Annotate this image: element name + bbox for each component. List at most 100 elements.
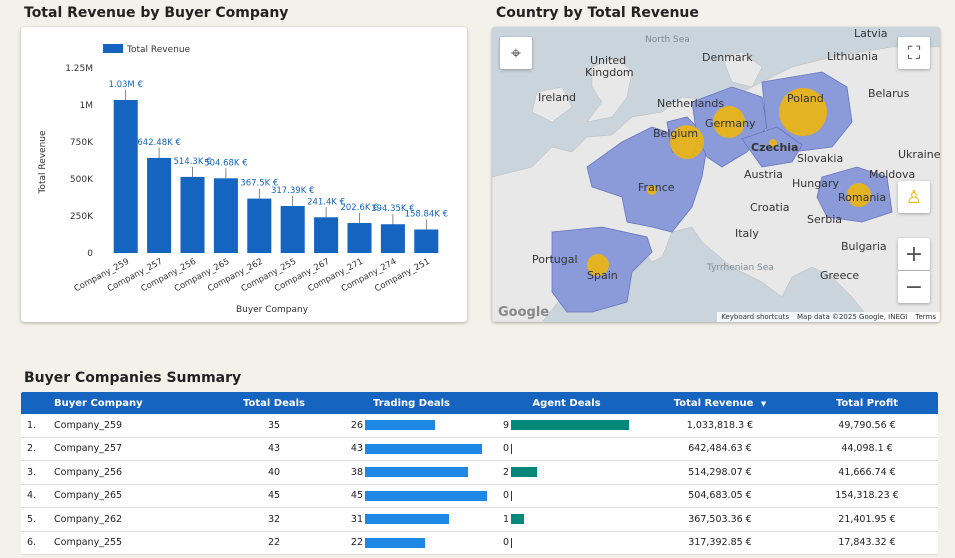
legend-label: Total Revenue — [126, 45, 191, 55]
fullscreen-icon[interactable]: ⛶ — [898, 37, 930, 69]
map-label-romania: Romania — [838, 191, 887, 204]
trading-deals-bar — [365, 467, 468, 478]
header-trading-deals[interactable]: Trading Deals — [373, 397, 450, 409]
map-label-belarus: Belarus — [868, 87, 910, 100]
row-trading-value: 45 — [350, 490, 363, 502]
map-title: Country by Total Revenue — [496, 5, 699, 21]
row-total-profit: 21,401.95 € — [838, 513, 896, 525]
bar — [347, 223, 372, 253]
bar — [314, 217, 339, 253]
terms-link[interactable]: Terms — [915, 313, 936, 321]
table-row[interactable]: 2. Company_257 43 43 0 642,484.63 € 44,098.1 € — [21, 437, 938, 461]
row-total-revenue: 317,392.85 € — [688, 537, 752, 549]
y-tick-label: 1M — [80, 101, 94, 111]
row-trading-value: 31 — [350, 513, 363, 525]
x-axis-label: Buyer Company — [236, 305, 309, 315]
header-total-revenue-label: Total Revenue — [673, 397, 754, 409]
y-tick-label: 750K — [70, 138, 94, 148]
map-label-belgium: Belgium — [653, 127, 699, 140]
zoom-in-button[interactable]: + — [898, 238, 930, 270]
y-tick-label: 500K — [70, 175, 94, 185]
bar — [213, 178, 238, 253]
bar — [147, 157, 172, 253]
data-label: 158.84K € — [405, 209, 448, 219]
row-total-deals: 22 — [267, 537, 281, 549]
map-label-poland: Poland — [787, 92, 824, 105]
map-land — [492, 27, 940, 322]
row-agent-deals: 0 — [489, 537, 644, 548]
bar — [414, 229, 439, 253]
row-buyer-company: Company_257 — [54, 443, 123, 455]
trading-deals-bar — [365, 490, 487, 501]
map-label-italy: Italy — [735, 227, 759, 240]
map-label-france: France — [638, 181, 675, 194]
location-pin-icon[interactable]: ⌖ — [500, 37, 532, 69]
header-agent-deals[interactable]: Agent Deals — [532, 397, 601, 409]
map-label-hungary: Hungary — [792, 177, 839, 190]
map-label-netherlands: Netherlands — [657, 97, 725, 110]
map-label-slovakia: Slovakia — [797, 152, 844, 165]
header-total-profit[interactable]: Total Profit — [835, 397, 899, 409]
header-total-deals[interactable]: Total Deals — [242, 397, 305, 409]
row-total-deals: 32 — [267, 513, 281, 525]
country-map[interactable]: Latvia North Sea Denmark Lithuania Unite… — [492, 27, 940, 322]
row-index: 6. — [27, 537, 37, 549]
row-index: 5. — [27, 513, 37, 525]
chart-canvas: Total Revenue 0 250K 500K 750K 1M 1.25M Total R… — [38, 44, 448, 315]
table-row[interactable]: 6. Company_255 22 22 0 317,392.85 € 17,843.32 … — [21, 531, 938, 555]
chart-title: Total Revenue by Buyer Company — [24, 5, 289, 21]
row-total-deals: 40 — [267, 466, 281, 478]
keyboard-shortcuts-link[interactable]: Keyboard shortcuts — [721, 313, 789, 321]
row-trading-deals: 45 — [334, 490, 489, 501]
y-tick-label: 0 — [87, 249, 93, 259]
x-tick-label: Company_259 — [73, 257, 131, 294]
agent-deals-zero-bar — [511, 537, 512, 548]
map-data-attribution: Map data ©2025 Google, INEGI — [796, 313, 908, 321]
data-label: 367.5K € — [240, 179, 278, 189]
map-label-portugal: Portugal — [532, 253, 578, 266]
y-tick-label: 1.25M — [65, 64, 93, 74]
row-index: 3. — [27, 466, 37, 478]
row-trading-value: 26 — [350, 419, 363, 431]
map-label-ukraine: Ukraine — [898, 148, 940, 161]
zoom-out-button[interactable]: − — [898, 271, 930, 303]
row-agent-deals: 9 — [489, 420, 644, 431]
table-row[interactable]: 1. Company_259 35 26 9 1,033,818.3 € 49,790.56… — [21, 414, 938, 438]
map-label-lithuania: Lithuania — [827, 50, 878, 63]
data-label: 504.68K € — [204, 158, 247, 168]
row-total-revenue: 642,484.63 € — [688, 443, 752, 455]
row-agent-value: 2 — [502, 466, 509, 478]
row-total-revenue: 514,298.07 € — [688, 466, 752, 478]
row-total-deals: 45 — [267, 490, 281, 502]
row-agent-deals: 0 — [489, 490, 644, 501]
row-agent-value: 0 — [502, 537, 509, 549]
row-trading-value: 38 — [350, 466, 363, 478]
header-total-revenue[interactable]: Total Revenue ▼ — [644, 398, 796, 409]
street-view-pegman-icon[interactable]: ♙ — [898, 181, 930, 213]
data-label: 514.3K € — [173, 157, 211, 167]
map-label-greece: Greece — [820, 269, 860, 282]
data-label: 317.39K € — [271, 186, 314, 196]
header-buyer-company[interactable]: Buyer Company — [54, 397, 143, 409]
map-label-czechia: Czechia — [751, 141, 799, 154]
row-buyer-company: Company_262 — [54, 513, 123, 525]
row-trading-deals: 38 — [334, 467, 489, 478]
row-total-revenue: 504,683.05 € — [688, 490, 752, 502]
trading-deals-bar — [365, 420, 435, 431]
table-title: Buyer Companies Summary — [24, 370, 242, 386]
sort-desc-icon: ▼ — [760, 399, 767, 408]
table-row[interactable]: 3. Company_256 40 38 2 514,298.07 € 41,666.74 … — [21, 461, 938, 485]
data-label: 1.03M € — [109, 80, 143, 90]
map-label-north-sea: North Sea — [645, 35, 690, 45]
agent-deals-bar — [511, 420, 629, 431]
row-agent-value: 0 — [502, 443, 509, 455]
row-total-revenue: 1,033,818.3 € — [686, 419, 754, 431]
row-trading-value: 22 — [350, 537, 363, 549]
row-trading-deals: 26 — [334, 420, 489, 431]
row-trading-deals: 43 — [334, 443, 489, 454]
bar — [180, 176, 205, 253]
table-row[interactable]: 4. Company_265 45 45 0 504,683.05 € 154,318.23… — [21, 484, 938, 508]
row-total-profit: 41,666.74 € — [838, 466, 896, 478]
map-footer: Keyboard shortcuts Map data ©2025 Google… — [717, 312, 940, 322]
table-row[interactable]: 5. Company_262 32 31 1 367,503.36 € 21,401.95 … — [21, 508, 938, 532]
